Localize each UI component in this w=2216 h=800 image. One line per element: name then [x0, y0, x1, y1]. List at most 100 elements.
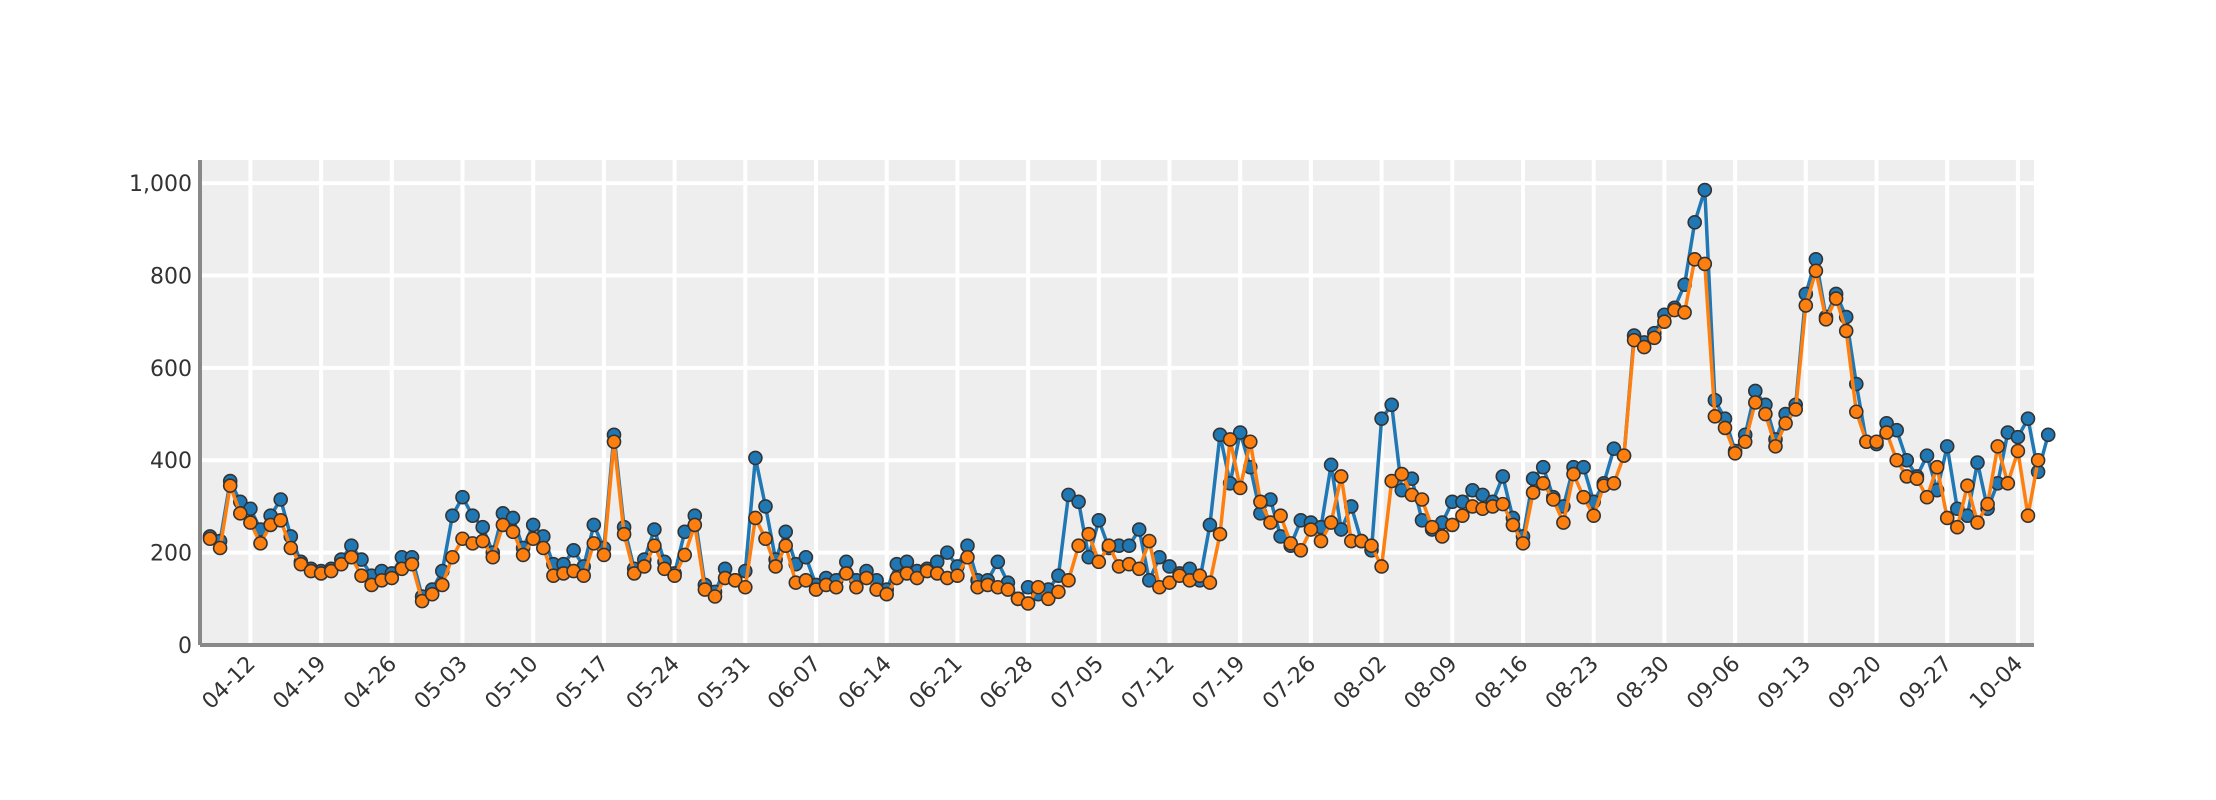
data-point — [758, 531, 773, 547]
x-tick-label: 08-02 — [1329, 652, 1392, 715]
data-point — [2010, 429, 2026, 445]
data-point — [1101, 538, 1117, 553]
data-point — [1445, 517, 1460, 533]
data-point — [445, 549, 460, 565]
data-point — [1273, 508, 1288, 523]
data-point — [748, 510, 763, 526]
data-point — [1323, 457, 1339, 473]
x-tick-label: 05-17 — [551, 652, 614, 715]
data-point — [1838, 323, 1854, 339]
data-point — [1263, 515, 1278, 530]
x-tick-label: 07-12 — [1117, 652, 1180, 715]
data-point — [1505, 517, 1521, 533]
data-point — [1202, 575, 1218, 590]
data-point — [1970, 515, 1985, 530]
data-point — [1737, 434, 1753, 450]
data-point — [1162, 559, 1177, 574]
data-point — [1758, 406, 1773, 422]
data-point — [697, 582, 713, 597]
data-point — [1384, 397, 1399, 413]
data-point — [1889, 452, 1904, 468]
data-point — [990, 554, 1006, 570]
x-tick-label: 09-27 — [1895, 652, 1958, 715]
data-point — [1929, 459, 1945, 475]
data-point — [515, 547, 531, 563]
data-point — [2020, 411, 2036, 426]
data-point — [677, 547, 693, 563]
x-tick-label: 10-04 — [1965, 652, 2028, 715]
data-point — [1495, 469, 1511, 484]
y-tick-label: 200 — [150, 542, 192, 567]
data-point — [1556, 515, 1571, 530]
data-point — [1202, 517, 1218, 533]
data-point — [384, 570, 400, 586]
x-tick-label: 05-31 — [693, 652, 756, 715]
y-tick-label: 1,000 — [129, 172, 192, 197]
data-point — [1939, 439, 1955, 454]
data-point — [1939, 510, 1955, 526]
data-point — [1748, 395, 1763, 410]
data-point — [727, 573, 743, 588]
data-point — [495, 517, 511, 533]
data-point — [576, 568, 592, 584]
data-point — [1566, 466, 1581, 482]
x-tick-label: 05-24 — [622, 652, 685, 715]
data-point — [1364, 538, 1379, 553]
x-tick-label: 08-23 — [1541, 652, 1604, 715]
data-point — [455, 489, 470, 505]
data-point — [1909, 471, 1925, 487]
data-point — [243, 515, 258, 530]
data-point — [1727, 446, 1743, 461]
data-point — [939, 545, 955, 560]
data-point — [222, 478, 238, 493]
data-point — [2020, 508, 2036, 523]
data-point — [273, 492, 289, 507]
data-point — [2030, 452, 2046, 468]
data-point — [1162, 575, 1177, 590]
data-point — [475, 519, 491, 535]
data-point — [798, 573, 814, 588]
data-point — [1515, 536, 1531, 551]
data-point — [233, 506, 248, 521]
data-point — [1384, 473, 1399, 489]
y-tick-label: 0 — [178, 634, 192, 659]
data-point — [354, 568, 369, 584]
data-point — [1333, 469, 1349, 484]
data-point — [1717, 420, 1733, 436]
data-point — [1041, 591, 1056, 607]
data-point — [424, 586, 440, 602]
data-point — [1313, 533, 1329, 549]
data-point — [586, 517, 602, 533]
data-point — [434, 577, 450, 593]
data-point — [1869, 434, 1884, 450]
x-tick-label: 04-12 — [198, 652, 261, 715]
data-point — [1424, 519, 1440, 535]
data-point — [1475, 487, 1490, 503]
data-point — [849, 579, 864, 595]
data-point — [1647, 330, 1662, 346]
data-point — [1707, 409, 1723, 424]
data-point — [465, 508, 480, 523]
x-tick-label: 06-28 — [975, 652, 1038, 715]
data-point — [768, 559, 783, 574]
data-point — [1970, 455, 1985, 470]
series-2 — [202, 252, 2046, 611]
data-point — [2010, 443, 2026, 459]
data-point — [1828, 291, 1844, 306]
data-point — [1849, 404, 1864, 420]
data-point — [1919, 448, 1935, 463]
data-point — [505, 510, 521, 526]
data-point — [1535, 459, 1551, 475]
data-point — [2040, 427, 2056, 443]
data-point — [505, 524, 521, 540]
data-point — [414, 593, 430, 609]
data-point — [1030, 579, 1046, 595]
data-point — [778, 524, 794, 540]
data-point — [1131, 522, 1147, 537]
data-point — [1677, 305, 1692, 320]
data-point — [525, 517, 541, 533]
data-point — [909, 570, 925, 586]
data-point — [2000, 476, 2016, 491]
x-tick-label: 06-07 — [763, 652, 826, 715]
